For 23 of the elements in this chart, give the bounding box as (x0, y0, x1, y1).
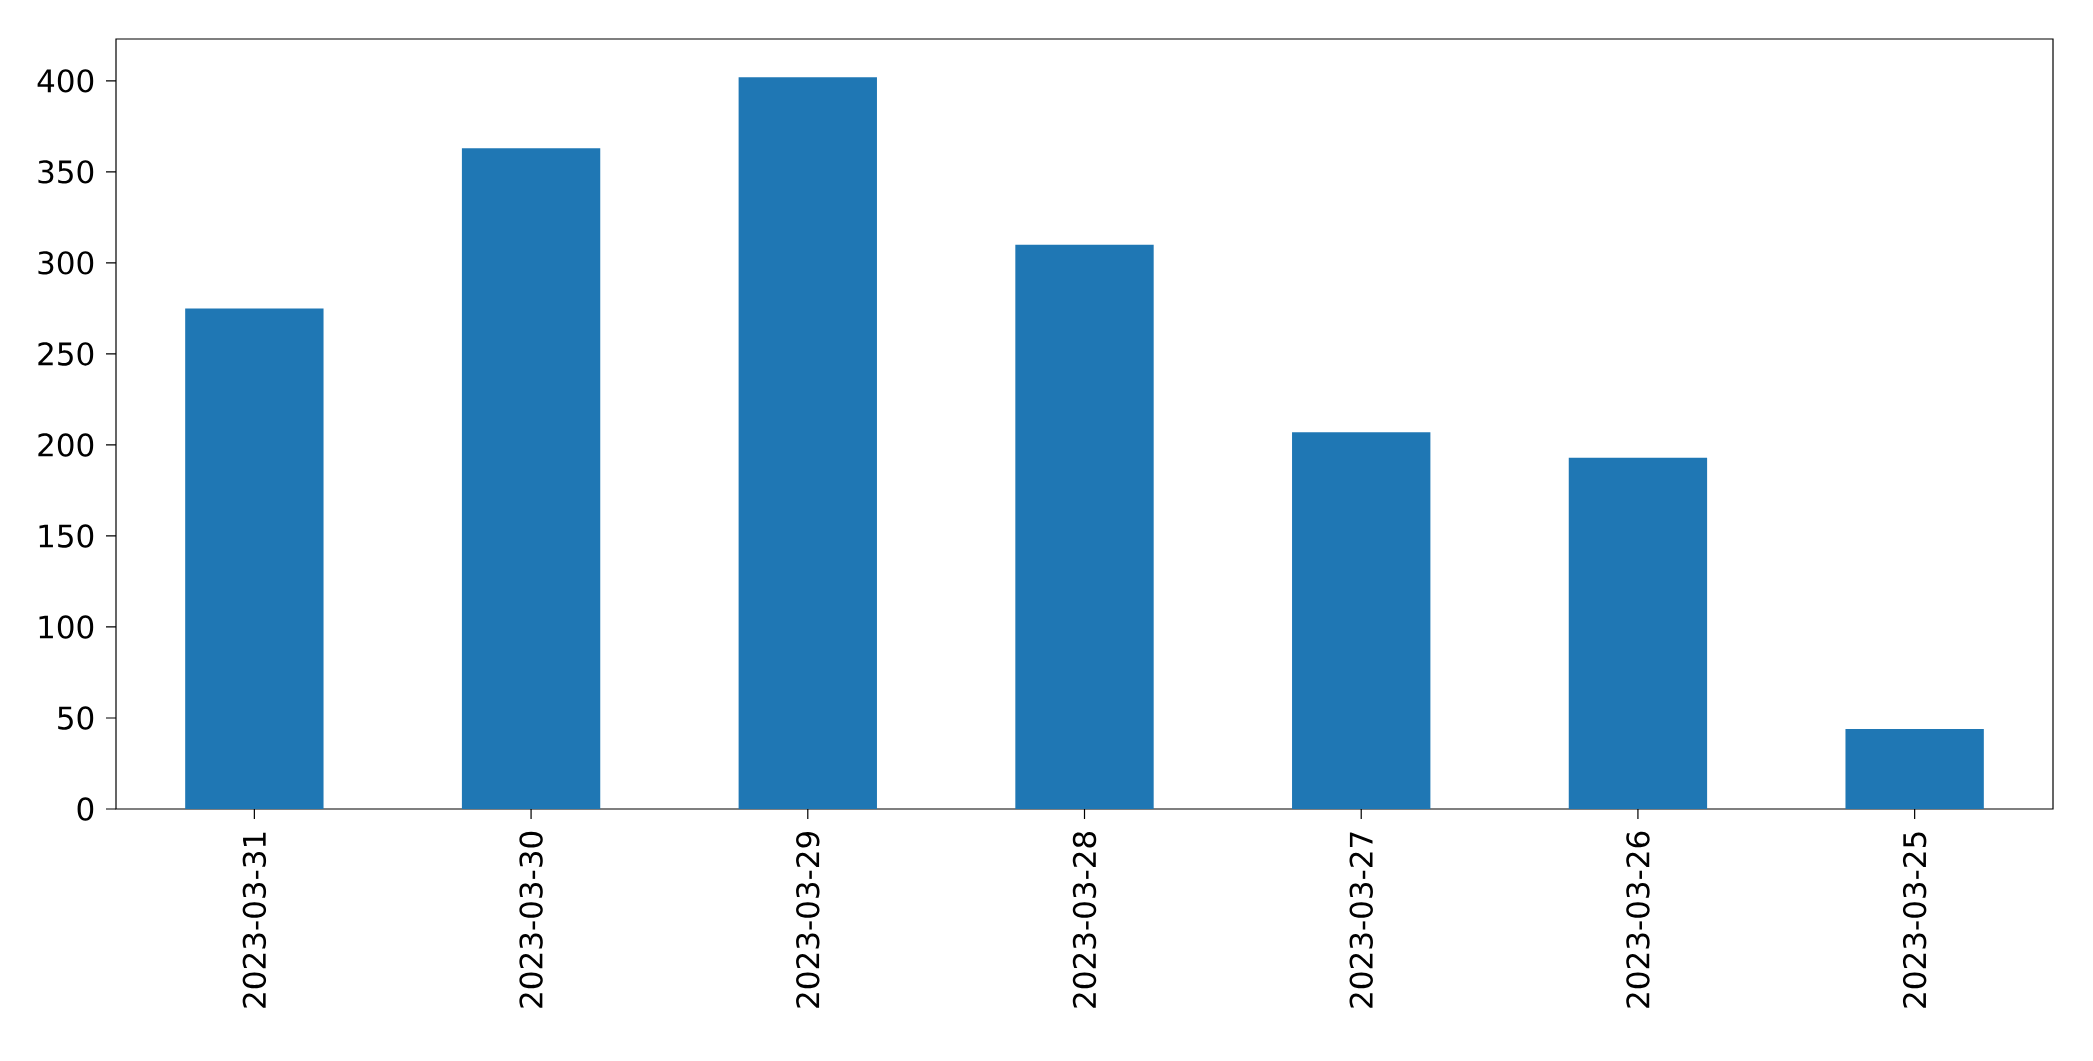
y-tick-label: 50 (58, 706, 94, 730)
bar (461, 148, 601, 809)
x-tick-label: 2023-03-29 (796, 831, 820, 1008)
bar (738, 77, 877, 809)
y-tick-label: 0 (77, 797, 94, 821)
x-tick-label: 2023-03-28 (1072, 831, 1097, 1008)
y-tick-label: 150 (39, 524, 94, 548)
bar (1292, 432, 1431, 809)
bar (1568, 457, 1708, 809)
y-tick-label: 250 (38, 342, 94, 366)
x-tick-label: 2023-03-30 (519, 831, 543, 1008)
x-tick-label: 2023-03-27 (1349, 832, 1373, 1008)
x-tick-label: 2023-03-26 (1626, 831, 1650, 1008)
bar (185, 308, 324, 809)
bar (1845, 728, 1984, 809)
y-tick-label: 350 (38, 160, 94, 184)
y-tick-label: 300 (38, 251, 94, 275)
y-tick-label: 400 (37, 69, 94, 93)
x-tick-label: 2023-03-25 (1902, 832, 1927, 1008)
y-tick-label: 100 (39, 615, 94, 639)
bar (1015, 244, 1154, 809)
y-tick-label: 200 (38, 433, 94, 457)
x-tick-label: 2023-03-31 (242, 832, 267, 1008)
